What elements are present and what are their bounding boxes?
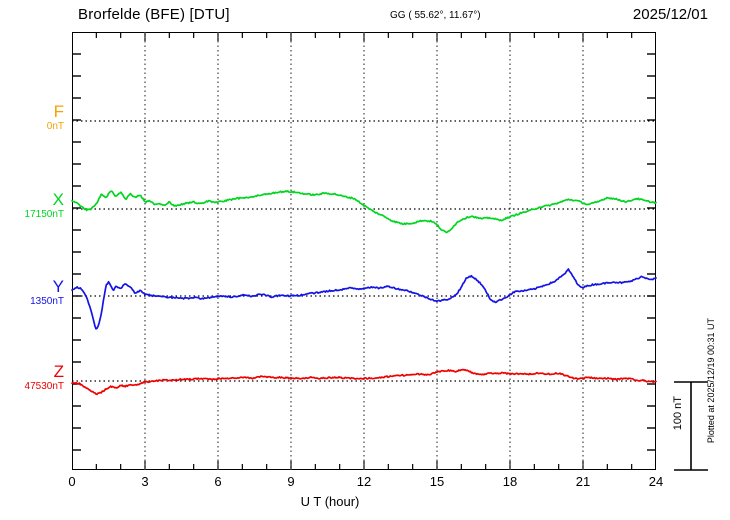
x-tick-15: 15 xyxy=(429,474,445,489)
component-baseline-x: 17150nT xyxy=(24,209,64,220)
grid-lines xyxy=(144,32,584,470)
x-axis-title: U T (hour) xyxy=(300,494,360,509)
plotted-timestamp: Plotted at 2025/12/19 00:31 UT xyxy=(706,318,716,444)
trace-x xyxy=(71,189,657,234)
observation-date: 2025/12/01 xyxy=(632,6,708,23)
component-baselines xyxy=(72,120,656,382)
x-tick-12: 12 xyxy=(356,474,372,489)
component-letter-x: X xyxy=(52,190,64,209)
component-baseline-f: 0nT xyxy=(46,121,64,132)
trace-y xyxy=(71,268,657,330)
trace-z xyxy=(71,368,657,396)
x-tick-0: 0 xyxy=(68,474,76,489)
station-coordinates: GG ( 55.62°, 11.67°) xyxy=(390,10,481,21)
axis-ticks xyxy=(72,32,656,470)
component-label-f: F 0nT xyxy=(4,103,64,133)
component-letter-y: Y xyxy=(52,277,64,296)
component-label-x: X 17150nT xyxy=(4,191,64,221)
scale-bar-label: 100 nT xyxy=(672,396,684,431)
x-tick-21: 21 xyxy=(575,474,591,489)
page-title: Brorfelde (BFE) [DTU] xyxy=(78,6,230,23)
x-tick-24: 24 xyxy=(648,474,664,489)
component-traces xyxy=(71,189,657,396)
component-label-z: Z 47530nT xyxy=(4,363,64,393)
component-baseline-y: 1350nT xyxy=(30,296,64,307)
x-tick-18: 18 xyxy=(502,474,518,489)
component-label-y: Y 1350nT xyxy=(4,278,64,308)
x-tick-6: 6 xyxy=(214,474,222,489)
component-baseline-z: 47530nT xyxy=(24,381,64,392)
scale-bar xyxy=(674,381,708,471)
x-tick-3: 3 xyxy=(141,474,149,489)
x-tick-9: 9 xyxy=(287,474,295,489)
component-letter-f: F xyxy=(53,102,64,121)
component-letter-z: Z xyxy=(53,362,64,381)
